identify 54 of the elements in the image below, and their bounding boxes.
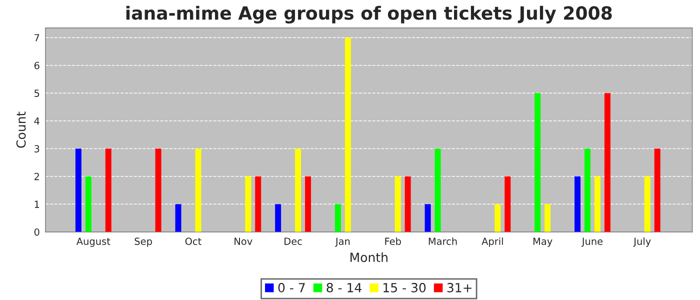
- legend-label: 0 - 7: [278, 282, 305, 292]
- bar: [175, 204, 182, 232]
- x-tick-label: Sep: [134, 238, 152, 247]
- y-tick-label: 4: [34, 117, 40, 125]
- bar: [584, 148, 590, 232]
- x-tick-label: Nov: [234, 238, 252, 245]
- x-tick-label: May: [533, 238, 552, 247]
- bar: [424, 204, 431, 232]
- bar: [594, 176, 600, 232]
- y-tick-label: 0: [34, 228, 40, 236]
- bar: [574, 176, 581, 232]
- bar: [75, 148, 82, 232]
- bar: [544, 204, 551, 232]
- y-axis-title: Count: [16, 112, 26, 148]
- chart-title: iana-mime Age groups of open tickets July 2008: [126, 6, 612, 24]
- bar: [654, 148, 660, 232]
- legend-label: 15 - 30: [384, 282, 426, 292]
- y-tick-label: 3: [34, 145, 40, 152]
- x-tick-label: Feb: [385, 237, 401, 245]
- bar: [494, 204, 501, 232]
- x-tick-label: Jan: [334, 238, 350, 247]
- x-tick-label: August: [76, 238, 110, 247]
- bar: [394, 176, 401, 232]
- y-tick-label: 1: [34, 200, 40, 208]
- x-tick-label: April: [482, 237, 503, 247]
- bar: [195, 148, 202, 232]
- bar: [534, 93, 541, 232]
- bar: [305, 176, 312, 232]
- x-tick-label: June: [581, 238, 603, 247]
- bar: [434, 148, 441, 232]
- x-tick-label: July: [633, 237, 651, 247]
- x-tick-label: March: [428, 237, 457, 245]
- x-tick-label: Oct: [185, 238, 202, 245]
- bar: [85, 176, 92, 232]
- bar: [504, 176, 511, 232]
- bar: [155, 148, 162, 232]
- y-tick-label: 6: [34, 62, 40, 70]
- legend-label: 8 - 14: [326, 282, 362, 292]
- y-tick-label: 5: [34, 90, 40, 97]
- bar: [255, 176, 262, 232]
- bar: [275, 204, 282, 232]
- x-tick-label: Dec: [284, 238, 302, 245]
- bar: [105, 148, 112, 232]
- y-tick-label: 2: [34, 172, 39, 180]
- bar: [604, 93, 610, 232]
- bar: [334, 204, 341, 232]
- legend-label: 31+: [447, 282, 472, 292]
- bar: [295, 148, 302, 232]
- x-axis-title: Month: [350, 252, 388, 262]
- bar: [245, 176, 252, 232]
- bar: [404, 176, 411, 232]
- bar: [344, 38, 351, 232]
- y-tick-label: 7: [34, 34, 40, 42]
- bar: [644, 176, 650, 232]
